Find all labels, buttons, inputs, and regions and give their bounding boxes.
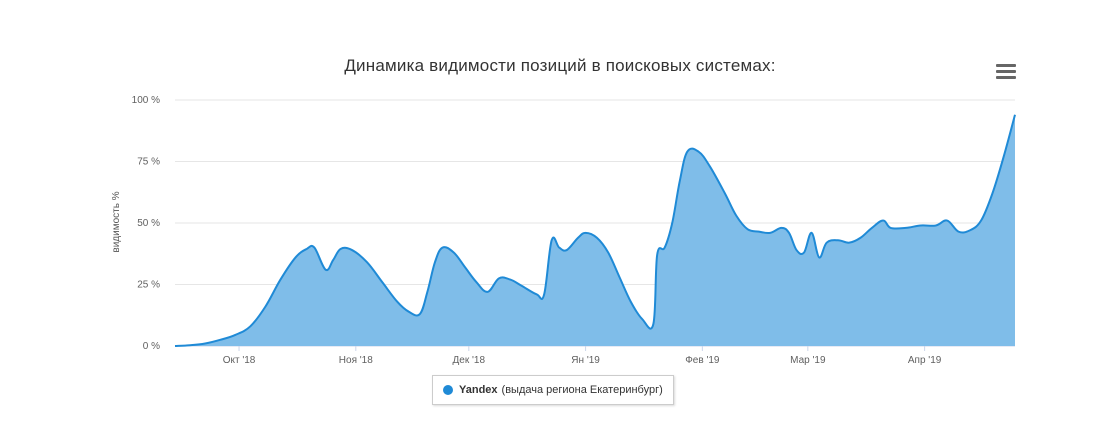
y-axis: 0 % 25 % 50 % 75 % 100 % bbox=[132, 95, 160, 352]
y-tick-label: 0 % bbox=[143, 341, 160, 352]
y-tick-label: 25 % bbox=[137, 280, 160, 291]
x-tick-label: Дек '18 bbox=[453, 355, 486, 366]
hamburger-icon-line bbox=[996, 70, 1016, 73]
legend-series-name: Yandex bbox=[459, 384, 498, 396]
y-tick-label: 50 % bbox=[137, 218, 160, 229]
hamburger-icon-line bbox=[996, 76, 1016, 79]
x-tick-label: Ян '19 bbox=[571, 355, 600, 366]
series-line-yandex[interactable] bbox=[174, 114, 1016, 347]
area-fill-yandex bbox=[175, 114, 1015, 346]
y-axis-label: видимость % bbox=[111, 191, 122, 252]
legend-marker bbox=[443, 385, 453, 395]
y-tick-label: 75 % bbox=[137, 157, 160, 168]
x-tick-label: Окт '18 bbox=[223, 355, 256, 366]
chart-legend[interactable]: Yandex (выдача региона Екатеринбург) bbox=[432, 375, 674, 405]
chart-title: Динамика видимости позиций в поисковых с… bbox=[344, 56, 776, 75]
x-tick-label: Фев '19 bbox=[685, 355, 720, 366]
y-tick-label: 100 % bbox=[132, 95, 160, 106]
x-axis: Окт '18 Ноя '18 Дек '18 Ян '19 Фев '19 Мар '1… bbox=[223, 346, 942, 366]
x-tick-label: Ноя '18 bbox=[339, 355, 373, 366]
x-tick-label: Апр '19 bbox=[908, 355, 942, 366]
x-tick-label: Мар '19 bbox=[790, 355, 826, 366]
chart-menu-button[interactable] bbox=[996, 64, 1016, 80]
area-series bbox=[174, 114, 1016, 347]
legend-series-note: (выдача региона Екатеринбург) bbox=[501, 384, 663, 396]
hamburger-icon bbox=[996, 64, 1016, 67]
